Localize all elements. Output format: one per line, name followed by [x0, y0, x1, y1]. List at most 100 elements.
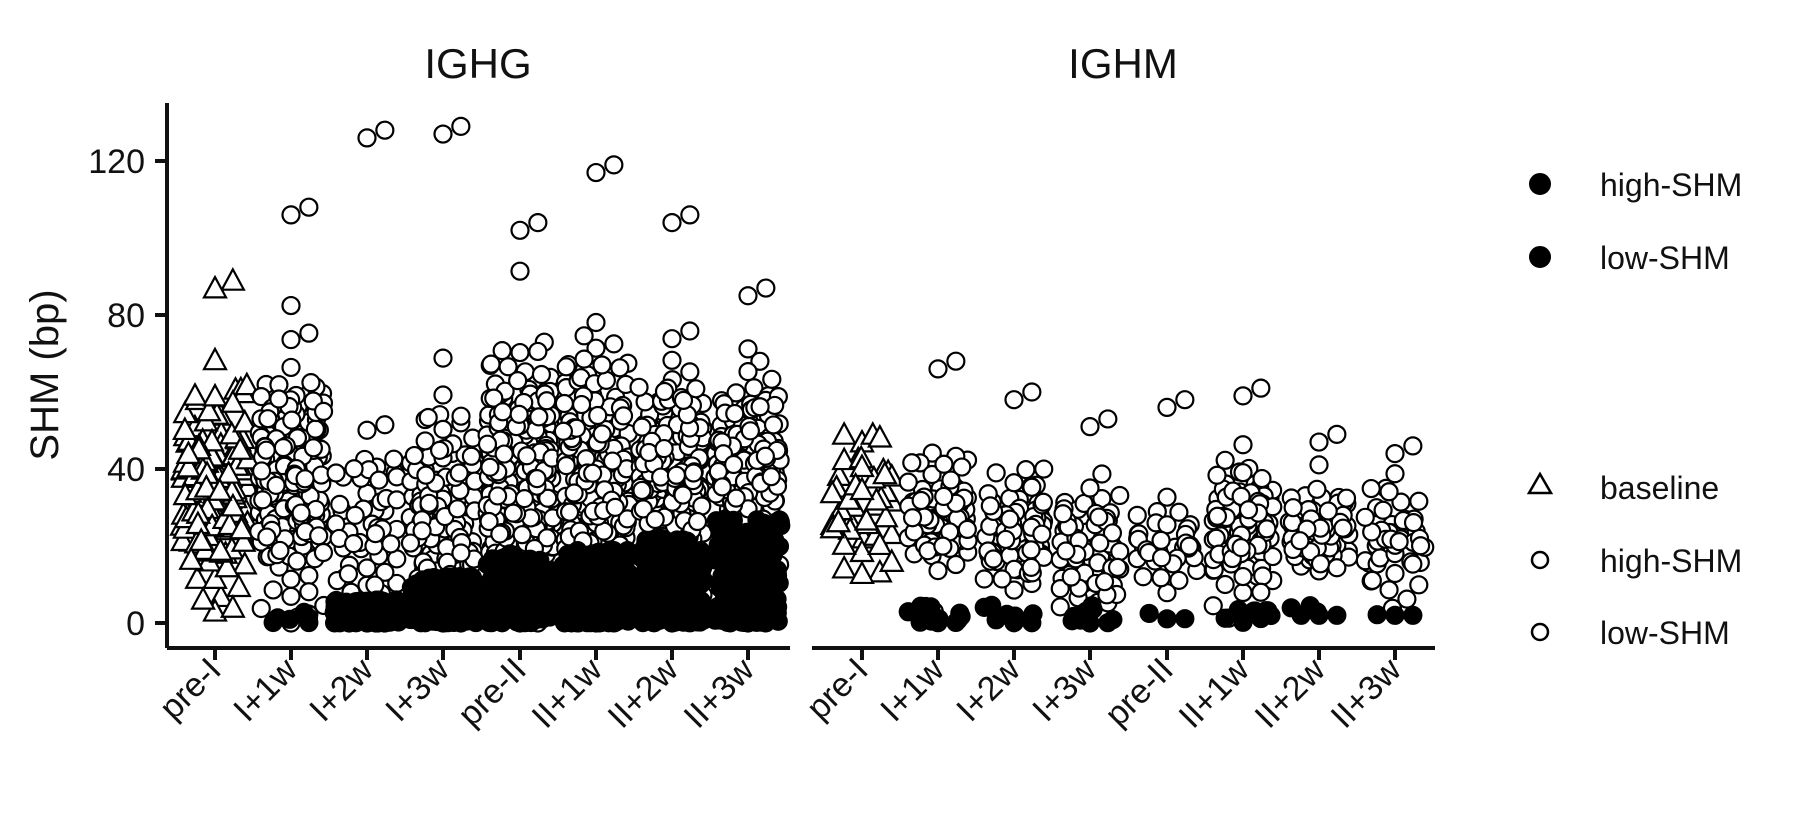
data-point-high-shm [1098, 409, 1118, 429]
data-point-high-shm [357, 558, 377, 578]
data-point-low-shm [997, 604, 1017, 624]
data-point-high-shm [586, 162, 606, 183]
points-ighm [819, 351, 1435, 633]
data-point-high-shm [983, 549, 1004, 569]
data-point-high-shm [610, 358, 630, 378]
data-point-high-shm [509, 404, 529, 424]
data-point-high-shm [538, 488, 558, 508]
data-point-high-shm [531, 364, 552, 385]
data-point-high-shm [1080, 417, 1100, 437]
data-point-high-shm [477, 434, 498, 454]
data-point-high-shm [528, 213, 548, 233]
data-point-high-shm [755, 446, 775, 466]
data-point-high-shm [299, 582, 319, 602]
y-ticks: 0 40 80 120 [88, 143, 167, 643]
data-point-high-shm [683, 463, 704, 483]
data-point-high-shm [1169, 570, 1189, 590]
data-point-low-shm [721, 538, 741, 558]
data-point-high-shm [1327, 424, 1347, 444]
data-point-high-shm [1032, 524, 1052, 544]
data-point-high-shm [1175, 390, 1195, 410]
data-point-high-shm [687, 511, 708, 532]
data-point-high-shm [588, 405, 608, 426]
data-point-high-shm [651, 467, 671, 487]
data-point-triangle [188, 527, 215, 551]
data-point-high-shm [1379, 580, 1399, 600]
data-point-high-shm [287, 551, 307, 571]
data-point-high-shm [484, 388, 504, 408]
data-point-high-shm [1233, 386, 1253, 406]
data-point-triangle [849, 560, 875, 585]
data-point-low-shm [754, 514, 774, 535]
data-point-triangle [196, 397, 222, 422]
data-point-triangle [215, 459, 242, 484]
data-point-low-shm [1063, 606, 1084, 627]
data-point-high-shm [996, 529, 1016, 550]
legend-label-fill-low: low-SHM [1600, 240, 1730, 276]
data-point-low-shm [408, 585, 429, 606]
data-point-high-shm [1092, 464, 1112, 484]
data-point-high-shm [1355, 507, 1375, 527]
data-point-triangle [175, 453, 202, 478]
data-point-high-shm [613, 406, 634, 426]
data-point-triangle [172, 416, 198, 441]
data-point-high-shm [934, 454, 954, 474]
data-point-triangle [218, 420, 245, 445]
x-tick-label: pre-II [451, 651, 534, 734]
data-point-high-shm [400, 533, 421, 553]
data-point-high-shm [725, 403, 745, 424]
data-point-high-shm [680, 362, 700, 382]
data-point-high-shm [738, 286, 758, 306]
data-point-high-shm [898, 472, 918, 492]
data-point-high-shm [1110, 485, 1130, 506]
data-point-high-shm [1004, 473, 1024, 493]
data-point-triangle [231, 408, 258, 433]
data-point-low-shm [326, 594, 347, 615]
data-point-high-shm [295, 469, 315, 489]
data-point-triangle [233, 371, 260, 396]
data-point-high-shm [605, 497, 625, 517]
data-point-low-shm [1291, 605, 1311, 625]
data-point-triangle [202, 346, 228, 371]
data-point-low-shm [1403, 605, 1423, 625]
data-point-high-shm [309, 526, 329, 546]
data-point-high-shm [252, 461, 272, 481]
data-point-high-shm [592, 424, 612, 444]
data-point-low-shm [982, 595, 1002, 615]
data-point-high-shm [756, 278, 776, 298]
data-point-low-shm [1327, 605, 1347, 625]
data-point-triangle [206, 477, 233, 501]
data-point-high-shm [313, 401, 334, 421]
data-point-high-shm [1373, 500, 1393, 520]
data-point-low-shm [617, 549, 637, 569]
data-point-high-shm [270, 540, 290, 561]
x-tick-label: I+1w [226, 650, 305, 729]
data-point-high-shm [1253, 566, 1273, 586]
axes: SHM (bp) [23, 103, 1435, 650]
data-point-high-shm [479, 511, 499, 532]
data-point-high-shm [357, 420, 377, 440]
data-point-high-shm [257, 527, 277, 547]
data-point-low-shm [920, 605, 941, 625]
data-point-low-shm [639, 571, 659, 591]
data-point-high-shm [330, 494, 350, 514]
data-point-high-shm [662, 329, 682, 349]
data-point-low-shm [601, 569, 621, 589]
data-point-high-shm [433, 419, 453, 439]
data-point-high-shm [1379, 482, 1399, 502]
data-point-high-shm [1403, 554, 1423, 574]
data-point-high-shm [256, 440, 276, 460]
data-point-high-shm [1309, 455, 1329, 475]
data-point-high-shm [1283, 498, 1303, 518]
data-point-high-shm [662, 213, 682, 233]
data-point-high-shm [740, 421, 760, 441]
data-point-high-shm [1409, 491, 1429, 511]
data-point-high-shm [1231, 538, 1251, 558]
data-point-triangle [202, 565, 228, 589]
y-tick-label: 40 [107, 451, 145, 489]
points-ighg [169, 116, 791, 633]
data-point-high-shm [430, 440, 450, 460]
data-point-high-shm [680, 205, 700, 225]
data-point-high-shm [1251, 378, 1271, 398]
data-point-high-shm [564, 483, 584, 503]
